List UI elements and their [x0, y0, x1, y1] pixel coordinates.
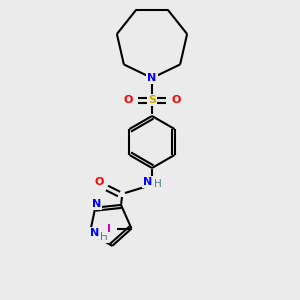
Text: N: N: [143, 177, 153, 187]
Text: I: I: [106, 224, 110, 234]
Text: O: O: [94, 177, 104, 187]
Text: O: O: [94, 177, 104, 187]
Text: H: H: [154, 179, 162, 189]
Text: H: H: [100, 232, 108, 242]
Text: O: O: [171, 95, 181, 105]
Text: S: S: [148, 95, 156, 105]
Text: O: O: [171, 95, 181, 105]
Text: N: N: [147, 73, 157, 83]
Text: N: N: [147, 73, 157, 83]
Text: O: O: [123, 95, 133, 105]
Text: S: S: [148, 95, 156, 105]
Text: H: H: [100, 232, 108, 242]
Text: N: N: [143, 177, 153, 187]
Text: N: N: [92, 199, 101, 209]
Text: I: I: [106, 224, 110, 234]
Text: O: O: [123, 95, 133, 105]
Text: H: H: [154, 179, 162, 189]
Text: N: N: [92, 199, 101, 209]
Text: N: N: [90, 228, 100, 238]
Text: N: N: [90, 228, 100, 238]
